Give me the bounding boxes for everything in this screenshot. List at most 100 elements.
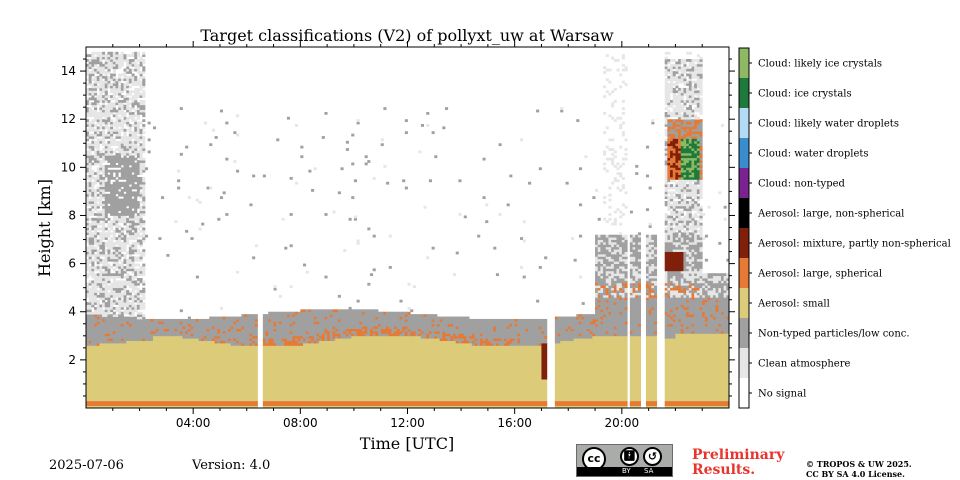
heatmap-cell: [131, 246, 135, 250]
heatmap-cell: [139, 290, 143, 293]
heatmap-cell: [139, 400, 143, 406]
heatmap-cell: [699, 176, 703, 180]
heatmap-cell: [581, 338, 585, 402]
heatmap-cell: [383, 311, 387, 315]
heatmap-cell: [139, 176, 143, 185]
heatmap-cell: [493, 405, 497, 409]
heatmap-cell: [367, 282, 371, 286]
heatmap-cell: [107, 239, 111, 250]
heatmap-cell: [300, 311, 304, 337]
heatmap-cell: [86, 150, 90, 156]
heatmap-cell: [450, 405, 454, 409]
heatmap-cell: [485, 220, 489, 224]
heatmap-cell: [332, 338, 336, 342]
heatmap-cell: [99, 253, 103, 257]
heatmap-cell: [128, 85, 132, 89]
heatmap-cell: [686, 167, 690, 171]
heatmap-cell: [123, 253, 127, 260]
heatmap-cell: [420, 124, 424, 127]
heatmap-cell: [278, 321, 282, 325]
heatmap-cell: [142, 136, 146, 149]
heatmap-cell: [136, 241, 140, 245]
heatmap-cell: [608, 213, 612, 216]
heatmap-cell: [678, 148, 682, 151]
heatmap-cell: [102, 179, 106, 187]
heatmap-cell: [578, 234, 583, 238]
heatmap-cell: [86, 290, 90, 293]
heatmap-cell: [667, 133, 671, 137]
heatmap-cell: [691, 157, 695, 171]
heatmap-cell: [463, 335, 467, 344]
heatmap-cell: [680, 126, 684, 130]
heatmap-cell: [686, 169, 690, 180]
heatmap-cell: [311, 188, 315, 192]
heatmap-cell: [672, 167, 676, 180]
heatmap-cell: [321, 405, 325, 409]
heatmap-cell: [664, 111, 668, 118]
heatmap-cell: [179, 335, 183, 402]
heatmap-cell: [228, 338, 232, 342]
heatmap-cell: [345, 338, 349, 402]
heatmap-cell: [88, 244, 92, 257]
heatmap-cell: [442, 405, 446, 409]
heatmap-cell: [544, 343, 548, 380]
heatmap-cell: [694, 90, 698, 94]
heatmap-cell: [402, 405, 406, 409]
heatmap-cell: [120, 234, 124, 238]
heatmap-cell: [128, 68, 132, 74]
heatmap-cell: [694, 167, 698, 180]
heatmap-cell: [651, 239, 655, 243]
heatmap-cell: [675, 128, 679, 132]
heatmap-cell: [603, 314, 607, 317]
heatmap-cell: [648, 225, 652, 228]
heatmap-cell: [86, 311, 90, 315]
colorbar-segment: [739, 348, 749, 379]
heatmap-cell: [131, 59, 135, 62]
heatmap-cell: [683, 87, 687, 94]
heatmap-cell: [688, 225, 692, 231]
heatmap-cell: [522, 275, 526, 279]
heatmap-cell: [675, 75, 679, 86]
heatmap-cell: [115, 239, 119, 245]
heatmap-cell: [190, 338, 194, 402]
heatmap-cell: [613, 278, 617, 281]
heatmap-cell: [102, 128, 106, 147]
heatmap-cell: [675, 138, 679, 144]
heatmap-cell: [718, 323, 722, 327]
heatmap-cell: [522, 239, 526, 243]
heatmap-cell: [637, 326, 641, 337]
heatmap-cell: [190, 237, 194, 240]
heatmap-cell: [447, 340, 451, 402]
heatmap-cell: [91, 109, 95, 118]
heatmap-cell: [131, 294, 135, 308]
heatmap-cell: [704, 302, 708, 317]
heatmap-cell: [380, 333, 384, 337]
heatmap-cell: [386, 181, 390, 185]
heatmap-cell: [474, 318, 478, 339]
heatmap-cell: [589, 321, 593, 325]
heatmap-cell: [134, 251, 138, 255]
heatmap-cell: [581, 400, 585, 406]
heatmap-cell: [219, 405, 224, 409]
heatmap-cell: [691, 138, 695, 149]
heatmap-cell: [273, 285, 277, 289]
heatmap-cell: [611, 270, 615, 279]
heatmap-cell: [503, 405, 508, 409]
heatmap-cell: [597, 290, 601, 293]
heatmap-cell: [619, 290, 623, 293]
heatmap-cell: [541, 318, 545, 332]
heatmap-cell: [86, 128, 90, 132]
heatmap-cell: [136, 297, 140, 301]
heatmap-cell: [597, 287, 601, 291]
heatmap-cell: [88, 314, 92, 342]
heatmap-cell: [289, 244, 293, 248]
heatmap-cell: [670, 225, 674, 228]
heatmap-cell: [131, 111, 135, 115]
heatmap-cell: [691, 66, 695, 72]
heatmap-cell: [187, 323, 191, 327]
heatmap-cell: [294, 345, 299, 402]
heatmap-cell: [426, 400, 430, 406]
heatmap-cell: [632, 234, 636, 238]
preliminary-line-2: Results.: [692, 462, 756, 478]
heatmap-cell: [675, 169, 679, 173]
